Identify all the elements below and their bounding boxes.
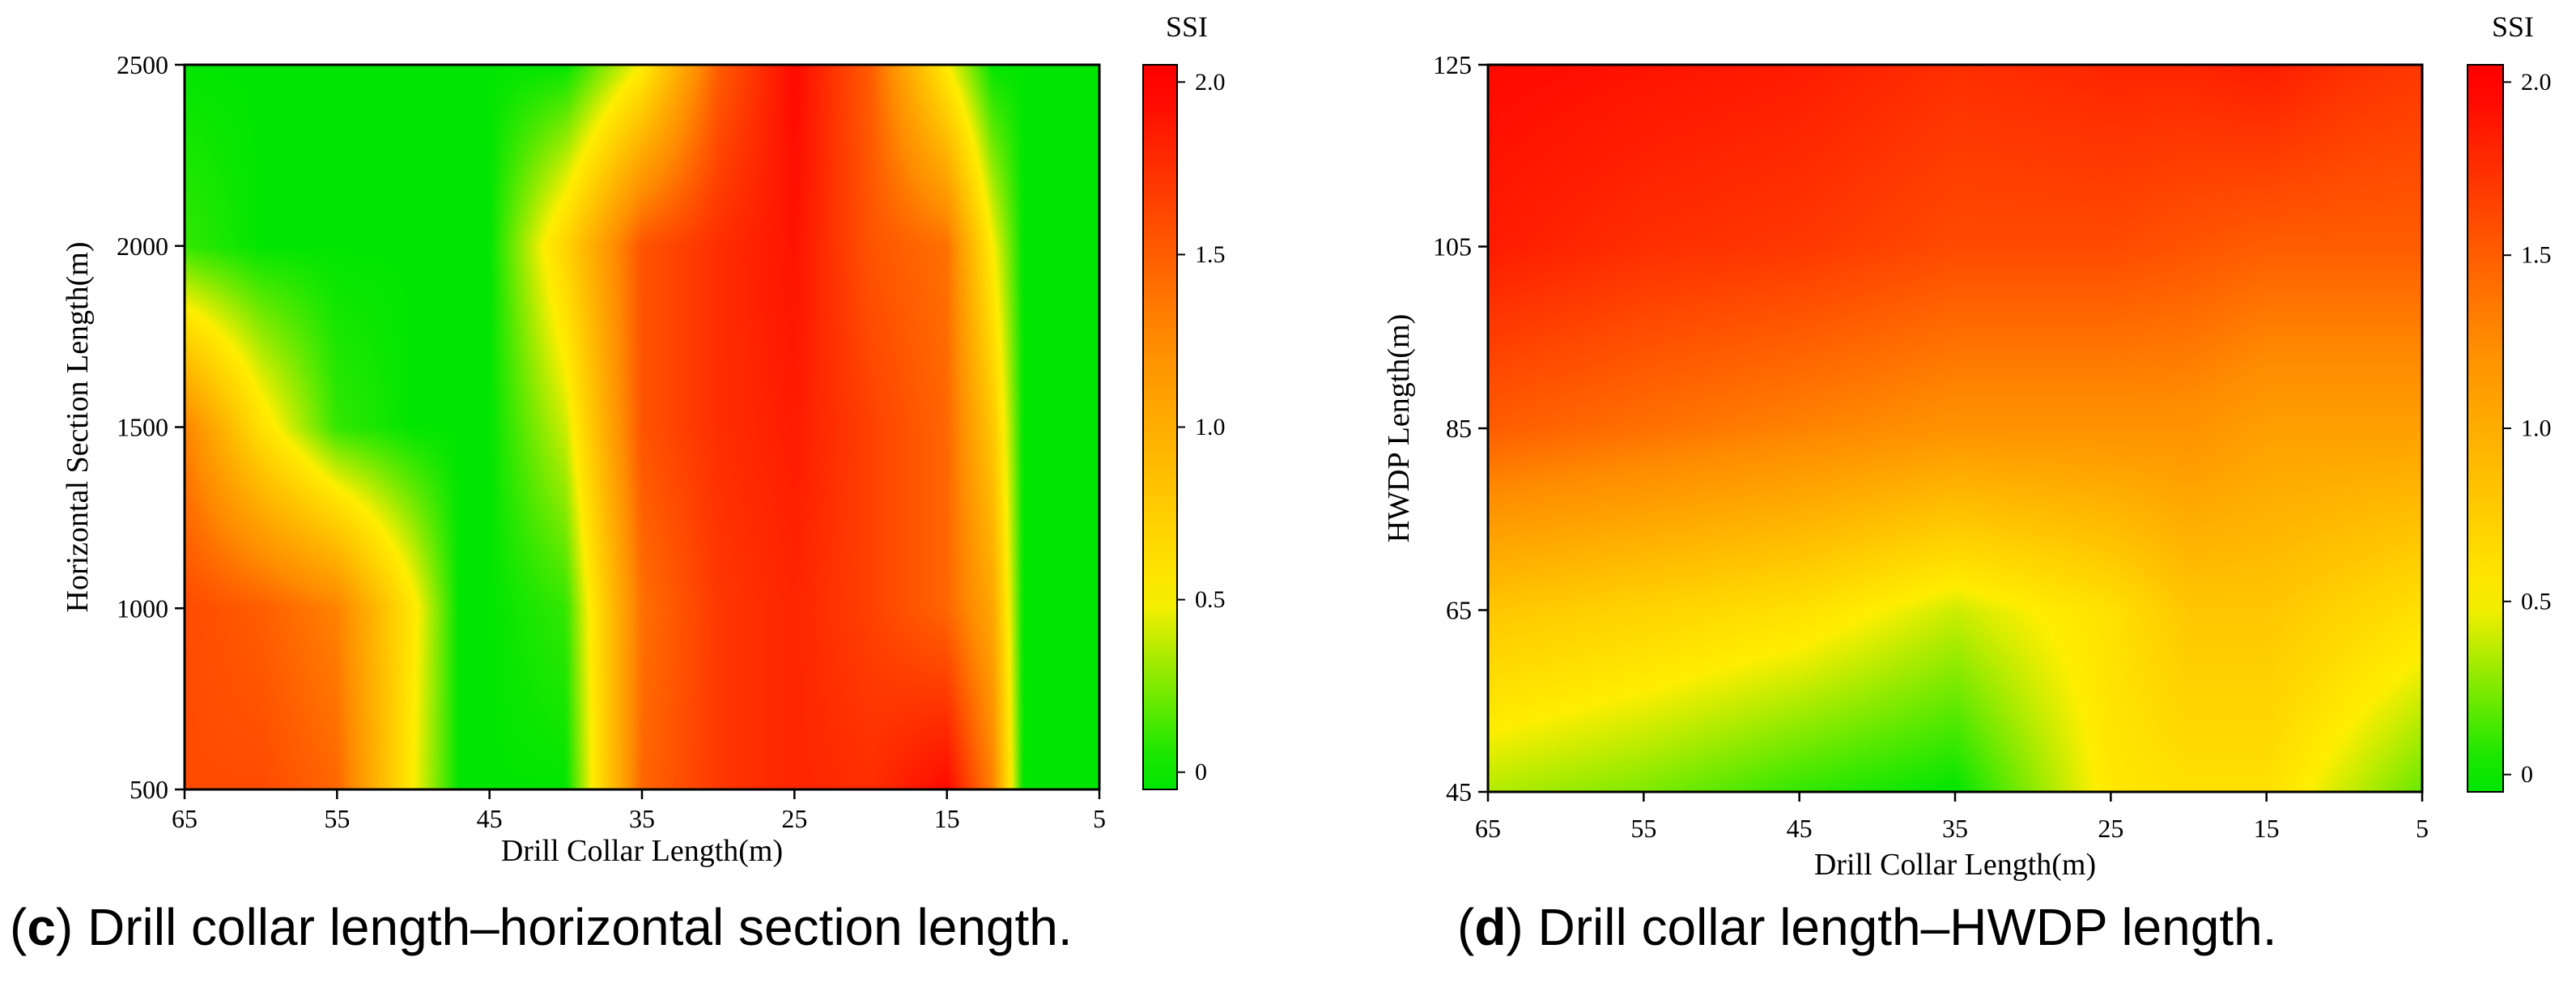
caption-d: (d) Drill collar length–HWDP length. bbox=[1457, 897, 2276, 957]
x-tick-label-c: 5 bbox=[1093, 804, 1106, 833]
caption-d-letter: d bbox=[1474, 898, 1507, 956]
colorbar-tick-label-d: 1.5 bbox=[2521, 242, 2552, 269]
x-tick-label-d: 45 bbox=[1787, 814, 1813, 843]
heatmap-surface-c bbox=[185, 65, 1099, 789]
colorbar-tick-label-d: 0 bbox=[2521, 761, 2533, 788]
colorbar-tick-label-d: 2.0 bbox=[2521, 69, 2552, 96]
x-axis-label-d: Drill Collar Length(m) bbox=[1814, 848, 2096, 882]
colorbar-d bbox=[2467, 64, 2504, 793]
caption-c: (c) Drill collar length–horizontal secti… bbox=[10, 897, 1073, 957]
y-tick-label-c: 1500 bbox=[117, 413, 168, 442]
x-tick-label-c: 65 bbox=[172, 804, 198, 833]
y-tick-label-c: 1000 bbox=[117, 593, 168, 623]
colorbar-tick-label-c: 0.5 bbox=[1195, 586, 1226, 613]
heatmap-surface-d bbox=[1488, 65, 2422, 792]
y-tick-label-c: 2000 bbox=[117, 232, 168, 261]
caption-c-letter: c bbox=[27, 898, 56, 956]
y-tick-label-c: 500 bbox=[130, 775, 168, 804]
colorbar-tick-label-c: 2.0 bbox=[1195, 69, 1226, 96]
caption-d-close: ) bbox=[1506, 898, 1524, 956]
caption-c-text: Drill collar length–horizontal section l… bbox=[73, 898, 1073, 956]
x-tick-label-d: 25 bbox=[2098, 814, 2123, 843]
caption-c-close: ) bbox=[55, 898, 74, 956]
colorbar-tick-label-d: 1.0 bbox=[2521, 415, 2552, 442]
caption-d-text: Drill collar length–HWDP length. bbox=[1523, 898, 2277, 956]
y-tick-label-d: 125 bbox=[1433, 50, 1472, 79]
x-tick-label-c: 25 bbox=[781, 804, 807, 833]
y-tick-label-d: 105 bbox=[1433, 232, 1472, 262]
x-tick-label-d: 5 bbox=[2416, 814, 2429, 843]
x-tick-label-c: 15 bbox=[934, 804, 960, 833]
colorbar-tick-label-d: 0.5 bbox=[2521, 588, 2552, 615]
y-tick-label-c: 2500 bbox=[117, 50, 168, 79]
colorbar-tick-label-c: 1.5 bbox=[1195, 241, 1226, 268]
y-axis-label-d: HWDP Length(m) bbox=[1382, 314, 1416, 542]
x-tick-label-d: 55 bbox=[1630, 814, 1656, 843]
colorbar-tick-label-c: 1.0 bbox=[1195, 414, 1226, 440]
colorbar-title-c: SSI bbox=[1166, 11, 1208, 43]
caption-c-open: ( bbox=[10, 898, 28, 956]
x-tick-label-c: 35 bbox=[629, 804, 655, 833]
x-tick-label-c: 55 bbox=[324, 804, 350, 833]
colorbar-title-d: SSI bbox=[2492, 11, 2534, 43]
caption-d-open: ( bbox=[1457, 898, 1475, 956]
x-tick-label-c: 45 bbox=[477, 804, 503, 833]
colorbar-c bbox=[1142, 64, 1178, 790]
x-tick-label-d: 35 bbox=[1942, 814, 1968, 843]
x-axis-label-c: Drill Collar Length(m) bbox=[501, 834, 783, 868]
y-axis-label-c: Horizontal Section Length(m) bbox=[61, 242, 95, 613]
x-tick-label-d: 15 bbox=[2254, 814, 2280, 843]
y-tick-label-d: 45 bbox=[1446, 777, 1472, 806]
panel-c: 65 55 45 35 25 15 5 500 1000 1500 2000 2500 Drill Co… bbox=[61, 11, 1226, 868]
y-tick-label-d: 65 bbox=[1446, 596, 1472, 625]
y-tick-label-d: 85 bbox=[1446, 414, 1472, 443]
colorbar-tick-label-c: 0 bbox=[1195, 759, 1207, 785]
x-tick-label-d: 65 bbox=[1475, 814, 1501, 843]
